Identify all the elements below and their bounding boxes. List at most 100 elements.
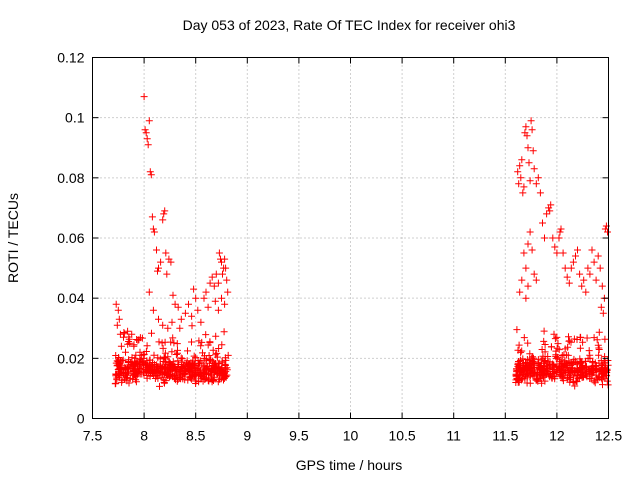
data-point [209,365,217,373]
data-point [158,339,166,347]
data-point [173,340,181,348]
data-point [538,346,546,353]
data-point [571,366,579,374]
data-point [147,362,155,370]
data-point [577,369,585,377]
data-point [167,258,175,266]
x-tick-label: 12 [549,428,565,444]
x-tick-label: 9.5 [289,428,309,444]
data-point [177,367,185,375]
data-point [522,294,530,302]
data-point [191,371,199,379]
data-point [546,364,554,372]
data-point [582,288,590,296]
data-point [554,340,562,348]
data-point [535,363,543,371]
data-point [136,334,144,342]
data-point [223,276,231,284]
y-tick-label: 0.12 [57,50,84,66]
data-point [149,225,157,233]
data-point [557,225,565,233]
data-point [539,359,547,367]
data-point [114,306,122,314]
data-point [192,370,200,378]
data-point [144,141,152,149]
data-point [517,365,524,373]
data-point [209,376,217,383]
data-point [115,315,123,323]
data-point [527,371,534,379]
x-tick-label: 9 [243,428,251,444]
data-point [561,345,569,353]
data-point [557,372,565,380]
data-point [561,264,569,272]
data-point [593,336,601,344]
data-point [525,159,533,167]
data-point [200,294,208,302]
data-point [551,335,559,343]
data-point [530,366,538,374]
data-point [157,258,165,266]
data-point [158,364,166,372]
data-point [566,374,574,382]
data-point [526,228,534,236]
data-point [146,168,154,176]
data-point [185,360,193,368]
data-point [120,330,128,338]
data-point [598,282,606,290]
data-point [162,249,170,257]
y-tick-label: 0.02 [57,350,84,366]
data-point [211,297,219,305]
data-point [215,345,223,352]
axis-ticks [92,57,609,419]
data-point [513,326,521,334]
data-point [595,351,603,359]
data-point [153,246,160,254]
data-point [579,362,587,370]
data-point [517,174,525,182]
data-point [157,365,165,373]
data-point [197,318,205,326]
data-point [197,342,205,350]
data-point [553,368,560,376]
data-point [113,321,121,329]
data-point [221,255,229,263]
data-point [224,351,232,359]
data-point [512,366,520,374]
data-point [595,373,603,381]
data-point [590,258,598,266]
data-point [192,294,200,302]
data-point [184,347,191,355]
data-point [130,341,138,349]
data-point [124,340,132,348]
data-point [202,331,210,339]
data-point [145,288,153,296]
data-point [569,258,577,266]
data-point [218,294,225,302]
data-point [132,376,140,384]
data-point [177,354,185,362]
x-tick-label: 8 [140,428,148,444]
data-point [154,267,161,275]
data-point [540,337,548,345]
data-point [603,377,611,385]
data-point [174,303,182,311]
data-point [524,339,532,347]
x-tick-label: 12.5 [595,428,622,444]
data-point [594,252,602,260]
x-tick-label: 8.5 [186,428,206,444]
data-point [588,246,596,254]
data-point [541,341,549,348]
data-point [532,180,540,188]
data-point [563,273,571,281]
data-point [584,355,592,363]
data-point [147,171,155,179]
y-axis-label: ROTI / TECUs [5,193,21,283]
data-point [213,349,221,357]
data-point [516,288,524,296]
data-point [526,360,534,368]
data-point [155,338,163,346]
data-point [160,210,168,218]
data-point [527,117,535,125]
data-point [513,375,521,383]
